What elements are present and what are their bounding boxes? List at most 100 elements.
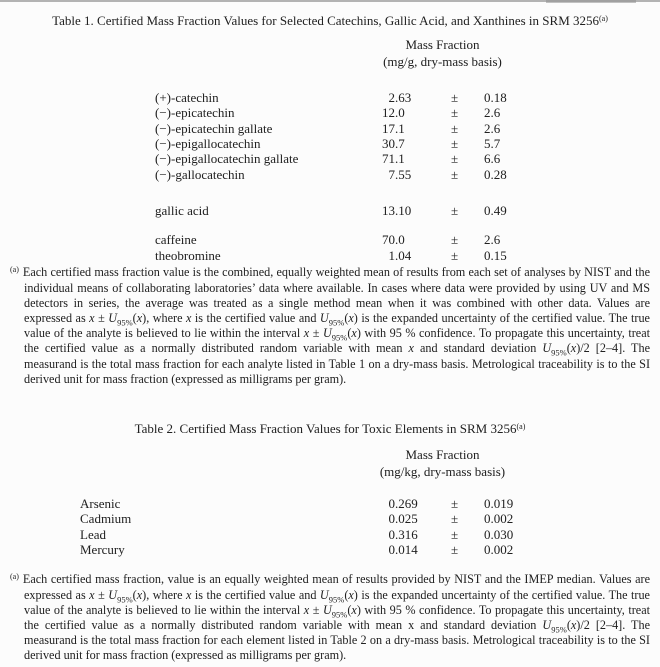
table-row: caffeine 70 .0 ± 2.6 — [0, 232, 660, 247]
value-fraction-part: .10 — [395, 203, 412, 219]
analyte-name: (−)-gallocatechin — [155, 166, 245, 182]
plus-minus-sign: ± — [451, 136, 459, 152]
value-integer-part: 70 — [382, 232, 395, 248]
table-row: (−)-epicatechin 12 .0 ± 2.6 — [0, 105, 660, 120]
value-integer-part: 0 — [388, 511, 396, 527]
table-row: (+)-catechin 2 .63 ± 0.18 — [0, 90, 660, 105]
uncertainty-value: 0.002 — [484, 542, 514, 558]
table-row: theobromine 1 .04 ± 0.15 — [0, 248, 660, 263]
analyte-name: (+)-catechin — [155, 90, 219, 105]
table2-header-line2: (mg/kg, dry-mass basis) — [379, 463, 506, 479]
value-fraction-part: .63 — [395, 90, 412, 105]
value-fraction-part: .0 — [395, 232, 405, 248]
value-integer-part: 17 — [382, 120, 395, 136]
uncertainty-value: 5.7 — [484, 136, 501, 152]
analyte-name: (−)-epicatechin — [155, 105, 235, 121]
analyte-name: (−)-epigallocatechin gallate — [155, 151, 299, 167]
value-integer-part: 71 — [382, 151, 395, 167]
element-name: Lead — [80, 526, 106, 542]
value-integer-part: 2 — [388, 90, 396, 105]
scan-edge-artifact — [0, 0, 660, 2]
table-row: Lead 0 .316 ± 0.030 — [0, 527, 660, 542]
table-row: Mercury 0 .014 ± 0.002 — [0, 542, 660, 557]
table-row: Cadmium 0 .025 ± 0.002 — [0, 511, 660, 526]
plus-minus-sign: ± — [451, 90, 459, 105]
uncertainty-value: 2.6 — [484, 232, 501, 248]
value-fraction-part: .025 — [395, 511, 418, 527]
table1-header-line1: Mass Fraction — [405, 37, 480, 52]
uncertainty-value: 0.030 — [484, 526, 514, 542]
value-fraction-part: .014 — [395, 542, 418, 558]
value-integer-part: 0 — [388, 542, 396, 558]
plus-minus-sign: ± — [451, 232, 459, 248]
table-row: (−)-epicatechin gallate 17 .1 ± 2.6 — [0, 121, 660, 136]
value-integer-part: 1 — [388, 247, 396, 263]
table-row: (−)-epigallocatechin gallate 71 .1 ± 6.6 — [0, 151, 660, 166]
element-name: Arsenic — [80, 496, 121, 511]
table-row: Arsenic 0 .269 ± 0.019 — [0, 496, 660, 511]
uncertainty-value: 0.18 — [484, 90, 507, 105]
table1-column-header: Mass Fraction (mg/g, dry-mass basis) — [325, 37, 560, 70]
table1-group-xanthines: caffeine 70 .0 ± 2.6 theobromine 1 .04 ±… — [0, 232, 660, 263]
value-integer-part: 0 — [388, 526, 396, 542]
value-integer-part: 7 — [388, 166, 396, 182]
table2-footnote-text: Each certified mass fraction, value is a… — [22, 572, 651, 663]
analyte-name: caffeine — [155, 232, 197, 248]
table1-body: (+)-catechin 2 .63 ± 0.18 (−)-epicatechi… — [0, 90, 660, 263]
value-fraction-part: .04 — [395, 247, 412, 263]
table2-footnote: (a) Each certified mass fraction, value i… — [10, 572, 650, 664]
value-fraction-part: .7 — [395, 136, 405, 152]
value-fraction-part: .1 — [395, 151, 405, 167]
table-row: (−)-gallocatechin 7 .55 ± 0.28 — [0, 167, 660, 182]
table2-title: Table 2. Certified Mass Fraction Values … — [0, 421, 660, 437]
value-integer-part: 30 — [382, 136, 395, 152]
analyte-name: theobromine — [155, 247, 221, 263]
table2-column-header: Mass Fraction (mg/kg, dry-mass basis) — [325, 447, 560, 480]
uncertainty-value: 2.6 — [484, 120, 501, 136]
table1-title-footnote-marker: (a) — [599, 14, 608, 23]
value-integer-part: 12 — [382, 105, 395, 121]
plus-minus-sign: ± — [451, 542, 459, 558]
uncertainty-value: 0.28 — [484, 166, 507, 182]
footnote-marker: (a) — [10, 265, 19, 274]
table1-footnote: (a) Each certified mass fraction value is… — [10, 265, 650, 387]
value-integer-part: 13 — [382, 203, 395, 219]
plus-minus-sign: ± — [451, 526, 459, 542]
uncertainty-value: 2.6 — [484, 105, 501, 121]
value-integer-part: 0 — [388, 496, 396, 511]
plus-minus-sign: ± — [451, 496, 459, 511]
analyte-name: gallic acid — [155, 203, 209, 219]
value-fraction-part: .1 — [395, 120, 405, 136]
value-fraction-part: .316 — [395, 526, 418, 542]
value-fraction-part: .269 — [395, 496, 418, 511]
plus-minus-sign: ± — [451, 105, 459, 121]
table1-group-catechins: (+)-catechin 2 .63 ± 0.18 (−)-epicatechi… — [0, 90, 660, 182]
table1-title: Table 1. Certified Mass Fraction Values … — [0, 13, 660, 29]
analyte-name: (−)-epicatechin gallate — [155, 120, 273, 136]
table1-group-gallic-acid: gallic acid 13 .10 ± 0.49 — [0, 203, 660, 218]
uncertainty-value: 6.6 — [484, 151, 501, 167]
element-name: Mercury — [80, 542, 125, 558]
table1-header-line2: (mg/g, dry-mass basis) — [383, 53, 502, 69]
uncertainty-value: 0.019 — [484, 496, 514, 511]
plus-minus-sign: ± — [451, 203, 459, 219]
table2-header-line1: Mass Fraction — [405, 447, 480, 462]
table1-footnote-text: Each certified mass fraction value is th… — [22, 265, 651, 386]
value-fraction-part: .55 — [395, 166, 412, 182]
uncertainty-value: 0.15 — [484, 247, 507, 263]
plus-minus-sign: ± — [451, 247, 459, 263]
table2-body: Arsenic 0 .269 ± 0.019 Cadmium 0 .025 ± … — [0, 496, 660, 557]
table-row: (−)-epigallocatechin 30 .7 ± 5.7 — [0, 136, 660, 151]
plus-minus-sign: ± — [451, 166, 459, 182]
uncertainty-value: 0.002 — [484, 511, 514, 527]
table-row: gallic acid 13 .10 ± 0.49 — [0, 203, 660, 218]
footnote-marker: (a) — [10, 572, 19, 581]
analyte-name: (−)-epigallocatechin — [155, 136, 261, 152]
table2-title-footnote-marker: (a) — [516, 422, 526, 431]
plus-minus-sign: ± — [451, 120, 459, 136]
uncertainty-value: 0.49 — [484, 203, 507, 219]
scan-smudge-artifact — [546, 0, 636, 3]
table1-title-text: Table 1. Certified Mass Fraction Values … — [52, 13, 600, 28]
plus-minus-sign: ± — [451, 151, 459, 167]
